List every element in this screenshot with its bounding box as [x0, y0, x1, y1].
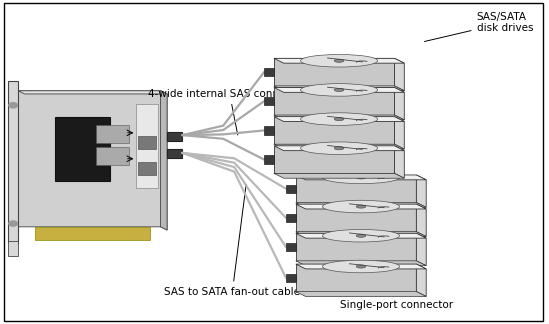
- Ellipse shape: [322, 171, 400, 184]
- Ellipse shape: [334, 59, 344, 62]
- Polygon shape: [296, 175, 416, 202]
- Polygon shape: [286, 243, 296, 251]
- Polygon shape: [18, 91, 167, 230]
- Polygon shape: [416, 264, 426, 296]
- Polygon shape: [274, 58, 394, 86]
- FancyBboxPatch shape: [137, 136, 155, 149]
- Ellipse shape: [356, 205, 366, 208]
- Polygon shape: [274, 115, 404, 120]
- Polygon shape: [286, 274, 296, 282]
- Ellipse shape: [300, 142, 378, 155]
- Polygon shape: [160, 91, 167, 230]
- Ellipse shape: [334, 88, 344, 91]
- Ellipse shape: [356, 234, 366, 237]
- Ellipse shape: [334, 118, 344, 121]
- Ellipse shape: [322, 260, 400, 273]
- Ellipse shape: [356, 265, 366, 268]
- Polygon shape: [264, 97, 274, 105]
- Polygon shape: [296, 204, 426, 209]
- FancyBboxPatch shape: [8, 241, 18, 256]
- Polygon shape: [274, 144, 404, 149]
- FancyBboxPatch shape: [167, 132, 182, 141]
- Text: SAS to SATA fan-out cable: SAS to SATA fan-out cable: [164, 184, 300, 296]
- Polygon shape: [416, 233, 426, 266]
- Text: 4-wide internal SAS connectors: 4-wide internal SAS connectors: [148, 89, 311, 135]
- FancyBboxPatch shape: [136, 104, 158, 188]
- Polygon shape: [296, 292, 426, 296]
- Polygon shape: [286, 214, 296, 222]
- Polygon shape: [264, 156, 274, 164]
- Polygon shape: [394, 117, 404, 149]
- Polygon shape: [274, 146, 394, 173]
- Ellipse shape: [300, 54, 378, 67]
- FancyBboxPatch shape: [55, 117, 110, 181]
- Polygon shape: [296, 232, 426, 237]
- Text: Single-port connector: Single-port connector: [331, 280, 453, 309]
- Circle shape: [9, 103, 18, 108]
- Polygon shape: [296, 233, 426, 238]
- Polygon shape: [274, 86, 404, 91]
- Polygon shape: [274, 87, 404, 92]
- Polygon shape: [394, 58, 404, 91]
- Ellipse shape: [322, 200, 400, 213]
- FancyBboxPatch shape: [96, 147, 128, 165]
- Polygon shape: [394, 87, 404, 120]
- Polygon shape: [296, 261, 426, 266]
- Text: SAS/SATA
disk drives: SAS/SATA disk drives: [424, 12, 533, 41]
- Ellipse shape: [356, 176, 366, 179]
- FancyBboxPatch shape: [137, 162, 155, 175]
- Polygon shape: [296, 202, 426, 207]
- Polygon shape: [416, 204, 426, 237]
- Polygon shape: [296, 233, 416, 261]
- Polygon shape: [296, 175, 426, 180]
- Polygon shape: [416, 175, 426, 207]
- FancyBboxPatch shape: [96, 125, 128, 143]
- Polygon shape: [274, 87, 394, 115]
- Polygon shape: [274, 117, 394, 144]
- Polygon shape: [274, 58, 404, 63]
- Polygon shape: [274, 117, 404, 122]
- Ellipse shape: [300, 113, 378, 125]
- FancyBboxPatch shape: [167, 149, 182, 158]
- Ellipse shape: [334, 147, 344, 150]
- FancyBboxPatch shape: [35, 227, 149, 240]
- Ellipse shape: [300, 84, 378, 96]
- Circle shape: [9, 221, 18, 226]
- Polygon shape: [8, 81, 18, 243]
- Polygon shape: [274, 146, 404, 151]
- Ellipse shape: [322, 229, 400, 242]
- Polygon shape: [296, 264, 426, 269]
- Polygon shape: [264, 126, 274, 134]
- Polygon shape: [296, 264, 416, 292]
- Polygon shape: [18, 91, 167, 94]
- Polygon shape: [286, 185, 296, 193]
- Polygon shape: [264, 68, 274, 76]
- Polygon shape: [394, 146, 404, 178]
- Polygon shape: [296, 204, 416, 232]
- Polygon shape: [274, 173, 404, 178]
